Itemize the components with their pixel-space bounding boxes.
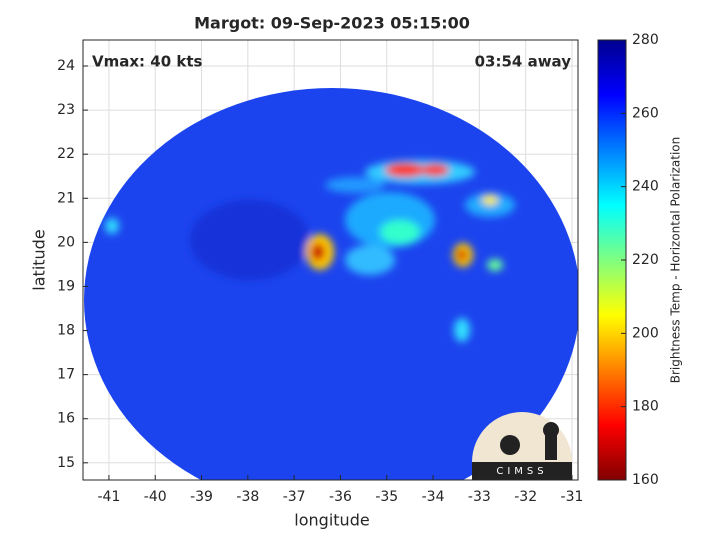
annotation: Vmax: 40 kts <box>92 53 202 71</box>
colorbar-tick-label: 160 <box>632 472 659 488</box>
y-tick-label: 23 <box>57 102 75 118</box>
annotation: 03:54 away <box>475 53 572 71</box>
satellite-image <box>84 88 578 480</box>
x-tick-label: -35 <box>375 489 398 505</box>
colorbar-label: Brightness Temp - Horizontal Polarizatio… <box>669 137 683 384</box>
y-axis-label: latitude <box>30 229 49 290</box>
colorbar-tick-label: 240 <box>632 179 659 195</box>
logo: CIMSS <box>472 412 572 480</box>
plot-frame <box>82 39 579 481</box>
y-tick-label: 17 <box>57 367 75 383</box>
y-tick-label: 16 <box>57 411 75 427</box>
x-tick-label: -38 <box>236 489 259 505</box>
x-tick-label: -41 <box>97 489 120 505</box>
x-tick-label: -34 <box>422 489 445 505</box>
colorbar-tick-label: 200 <box>632 325 659 341</box>
colorbar-tick-label: 180 <box>632 399 659 415</box>
y-tick-label: 15 <box>57 455 75 471</box>
x-tick-label: -31 <box>561 489 584 505</box>
logo-text: CIMSS <box>496 466 547 477</box>
x-tick-label: -40 <box>144 489 167 505</box>
y-tick-label: 19 <box>57 278 75 294</box>
x-tick-label: -39 <box>190 489 213 505</box>
colorbar-tick-label: 220 <box>632 252 659 268</box>
chart-title: Margot: 09-Sep-2023 05:15:00 <box>194 14 470 33</box>
y-tick-label: 21 <box>57 190 75 206</box>
y-tick-label: 18 <box>57 323 75 339</box>
colorbar-tick-label: 260 <box>632 105 659 121</box>
colorbar-tick-label: 280 <box>632 32 659 48</box>
x-tick-label: -36 <box>329 489 352 505</box>
y-tick-label: 22 <box>57 146 75 162</box>
y-tick-label: 24 <box>57 58 75 74</box>
x-tick-label: -33 <box>468 489 491 505</box>
x-axis-label: longitude <box>294 511 369 530</box>
x-tick-label: -37 <box>283 489 306 505</box>
x-tick-label: -32 <box>514 489 537 505</box>
y-tick-label: 20 <box>57 234 75 250</box>
